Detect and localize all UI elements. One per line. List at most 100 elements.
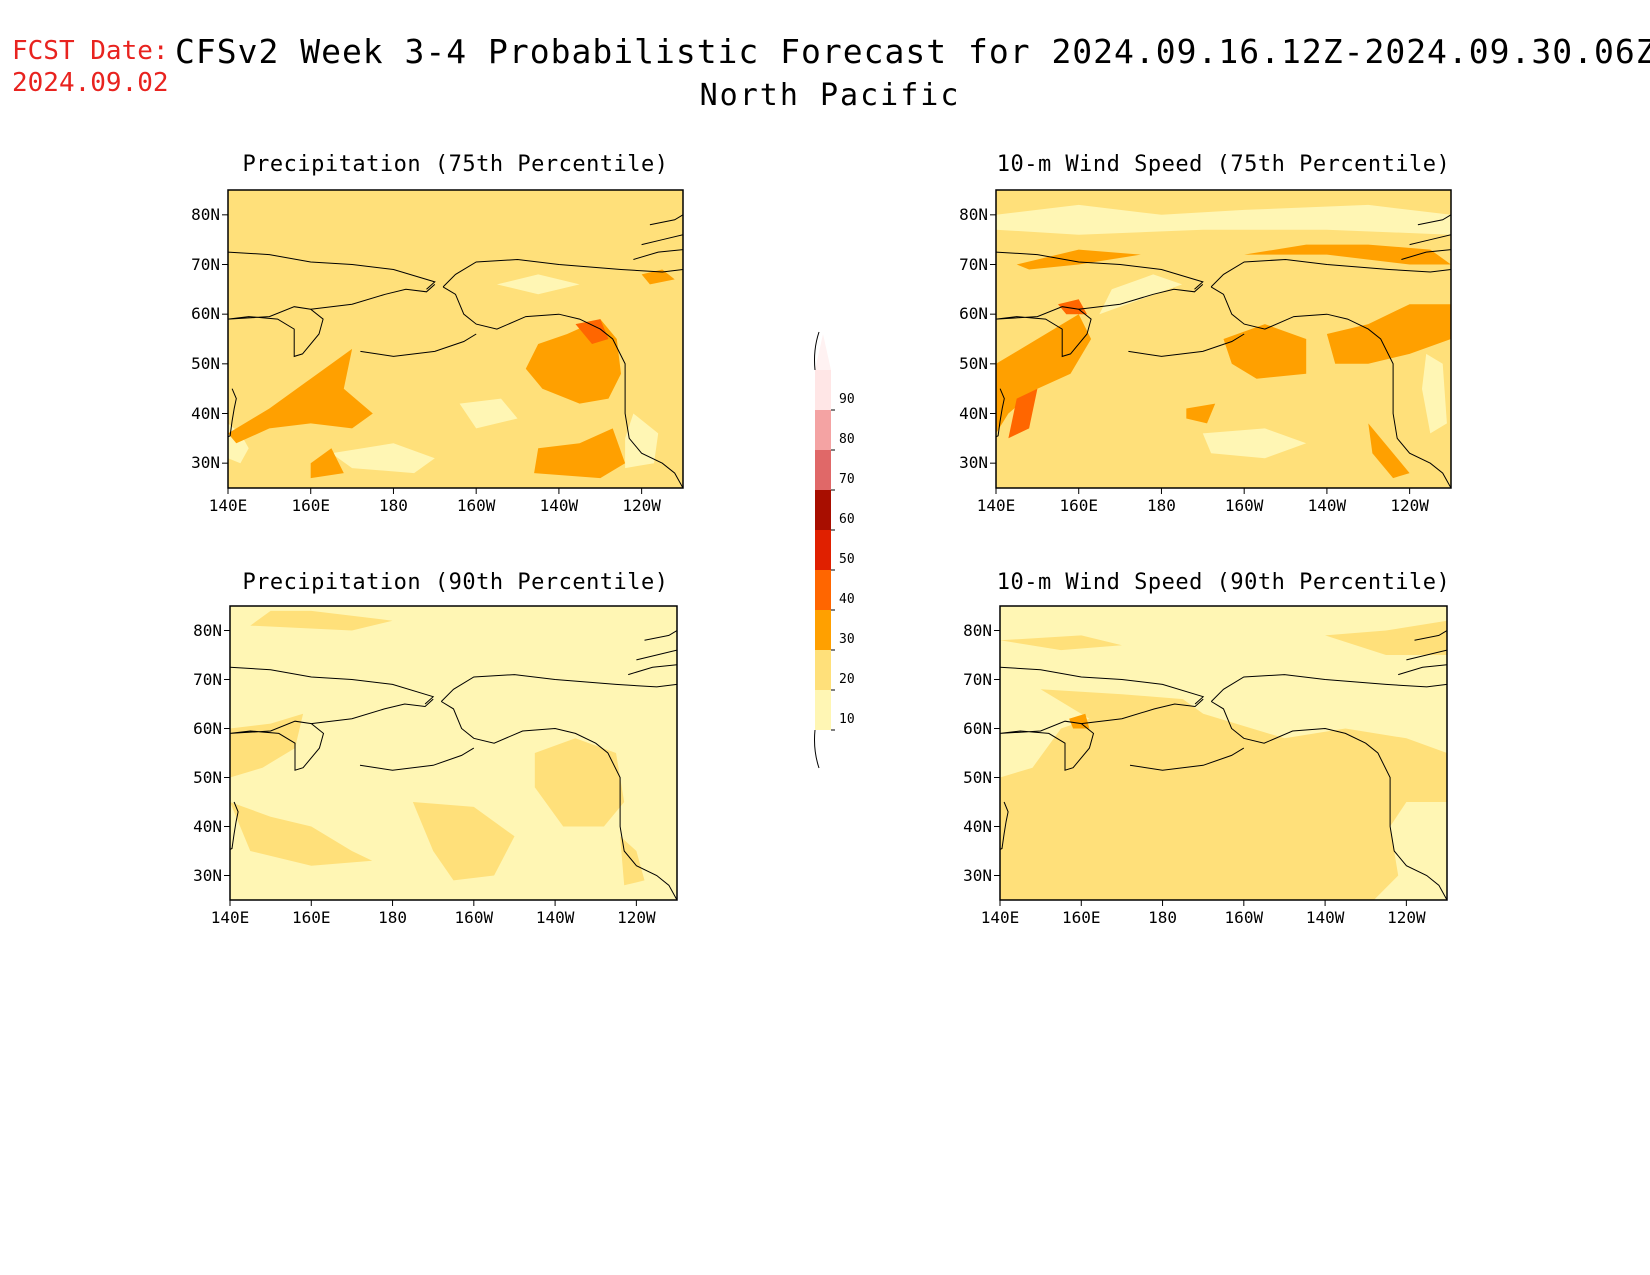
coastline-7 bbox=[636, 649, 677, 661]
coastline-6 bbox=[1000, 801, 1009, 851]
coastline-2 bbox=[310, 284, 436, 310]
coastline-5 bbox=[360, 333, 477, 357]
field-contour-0 bbox=[230, 713, 304, 778]
lat-tick-label: 30N bbox=[191, 453, 220, 473]
lat-tick-label: 70N bbox=[959, 254, 988, 274]
field-contour-9 bbox=[1368, 423, 1410, 479]
legend-swatch bbox=[815, 530, 831, 570]
legend-label: 70 bbox=[839, 472, 855, 487]
lon-tick-label: 140W bbox=[539, 496, 579, 515]
fcst-date-value: 2024.09.02 bbox=[12, 68, 169, 98]
coastline-4 bbox=[1210, 286, 1451, 488]
legend-swatch bbox=[815, 450, 831, 490]
panel-title-precip75: Precipitation (75th Percentile) bbox=[242, 152, 669, 177]
field-contour-2 bbox=[331, 443, 435, 474]
field-contour-7 bbox=[1223, 324, 1307, 379]
lon-tick-label: 160W bbox=[1224, 496, 1264, 515]
lat-tick-label: 40N bbox=[191, 403, 220, 423]
lon-tick-label: 140E bbox=[210, 908, 250, 927]
map-panel-wind90 bbox=[994, 605, 1448, 906]
legend-label: 30 bbox=[839, 632, 855, 647]
coastline-0 bbox=[1000, 666, 1205, 705]
panel-title-wind75: 10-m Wind Speed (75th Percentile) bbox=[996, 152, 1451, 177]
legend-label: 40 bbox=[839, 592, 855, 607]
legend-swatch bbox=[815, 370, 831, 410]
lon-tick-label: 180 bbox=[379, 496, 408, 515]
lat-tick-label: 60N bbox=[193, 718, 222, 738]
lon-tick-label: 160W bbox=[456, 496, 496, 515]
field-contour-6 bbox=[1244, 244, 1451, 265]
coastline-5 bbox=[359, 747, 475, 771]
coastlines bbox=[1000, 630, 1447, 900]
coastline-9 bbox=[644, 630, 677, 641]
lon-tick-label: 140E bbox=[976, 496, 1016, 515]
legend-bottom-edge bbox=[814, 729, 820, 769]
coastline-0 bbox=[228, 251, 436, 290]
legend-swatch bbox=[815, 490, 831, 530]
lon-tick-label: 140W bbox=[1305, 908, 1345, 927]
panel-title-wind90: 10-m Wind Speed (90th Percentile) bbox=[996, 570, 1451, 595]
coastlines bbox=[996, 214, 1451, 488]
legend-label: 50 bbox=[839, 552, 855, 567]
coastline-8 bbox=[628, 664, 677, 676]
map-panel-wind75 bbox=[990, 189, 1452, 494]
lon-tick-label: 140E bbox=[980, 908, 1020, 927]
legend-swatch bbox=[815, 570, 831, 610]
legend-swatch bbox=[815, 610, 831, 650]
legend-label: 80 bbox=[839, 432, 855, 447]
field-layer bbox=[996, 190, 1451, 488]
lon-tick-label: 120W bbox=[1390, 496, 1429, 515]
lat-tick-label: 60N bbox=[959, 304, 988, 324]
coastline-8 bbox=[1398, 664, 1447, 676]
field-contour-2 bbox=[1202, 428, 1307, 459]
panel-title-precip90: Precipitation (90th Percentile) bbox=[242, 570, 669, 595]
field-contour-9 bbox=[641, 269, 675, 285]
coastline-6 bbox=[228, 388, 237, 438]
lon-tick-label: 180 bbox=[1148, 908, 1177, 927]
coastline-9 bbox=[1414, 630, 1447, 641]
legend-top-triangle bbox=[815, 334, 831, 370]
coastline-1 bbox=[228, 306, 324, 358]
legend-top-edge bbox=[814, 331, 820, 371]
lat-tick-label: 40N bbox=[963, 816, 992, 836]
field-contour-2 bbox=[1000, 635, 1122, 651]
map-frame bbox=[227, 189, 684, 489]
field-contour-0 bbox=[996, 204, 1451, 235]
lon-tick-label: 160W bbox=[1224, 908, 1264, 927]
legend-swatch bbox=[815, 410, 831, 450]
field-layer bbox=[1000, 606, 1447, 900]
coastline-1 bbox=[996, 306, 1092, 358]
field-contour-2 bbox=[412, 802, 515, 881]
coastline-4 bbox=[442, 286, 683, 488]
field-contour-5 bbox=[250, 610, 393, 631]
field-contour-3 bbox=[1069, 713, 1090, 729]
coastlines bbox=[228, 214, 683, 488]
coastlines bbox=[230, 630, 677, 900]
coastline-8 bbox=[1401, 249, 1451, 260]
field-contour-8 bbox=[1326, 304, 1451, 364]
coastline-7 bbox=[1409, 234, 1451, 246]
coastline-6 bbox=[996, 388, 1005, 438]
field-contour-5 bbox=[228, 348, 373, 444]
legend-label: 10 bbox=[839, 712, 855, 727]
lat-tick-label: 70N bbox=[193, 669, 222, 689]
lat-tick-label: 80N bbox=[191, 204, 220, 224]
map-panel-precip75 bbox=[222, 189, 684, 494]
coastline-6 bbox=[230, 801, 239, 851]
lon-tick-label: 160E bbox=[1059, 496, 1098, 515]
legend-label: 90 bbox=[839, 392, 855, 407]
lon-tick-label: 120W bbox=[622, 496, 661, 515]
coastline-4 bbox=[1211, 701, 1447, 900]
map-frame bbox=[999, 605, 1448, 901]
lat-tick-label: 30N bbox=[193, 865, 222, 885]
legend-label: 20 bbox=[839, 672, 855, 687]
coastline-1 bbox=[1000, 720, 1095, 771]
field-contour-1 bbox=[459, 398, 518, 429]
field-contour-5 bbox=[1016, 249, 1141, 270]
lat-tick-label: 80N bbox=[959, 204, 988, 224]
lon-tick-label: 120W bbox=[617, 908, 656, 927]
coastline-3 bbox=[1210, 258, 1451, 288]
coastline-3 bbox=[1210, 674, 1447, 702]
field-contour-3 bbox=[1422, 353, 1447, 434]
field-contour-11 bbox=[1008, 388, 1038, 439]
